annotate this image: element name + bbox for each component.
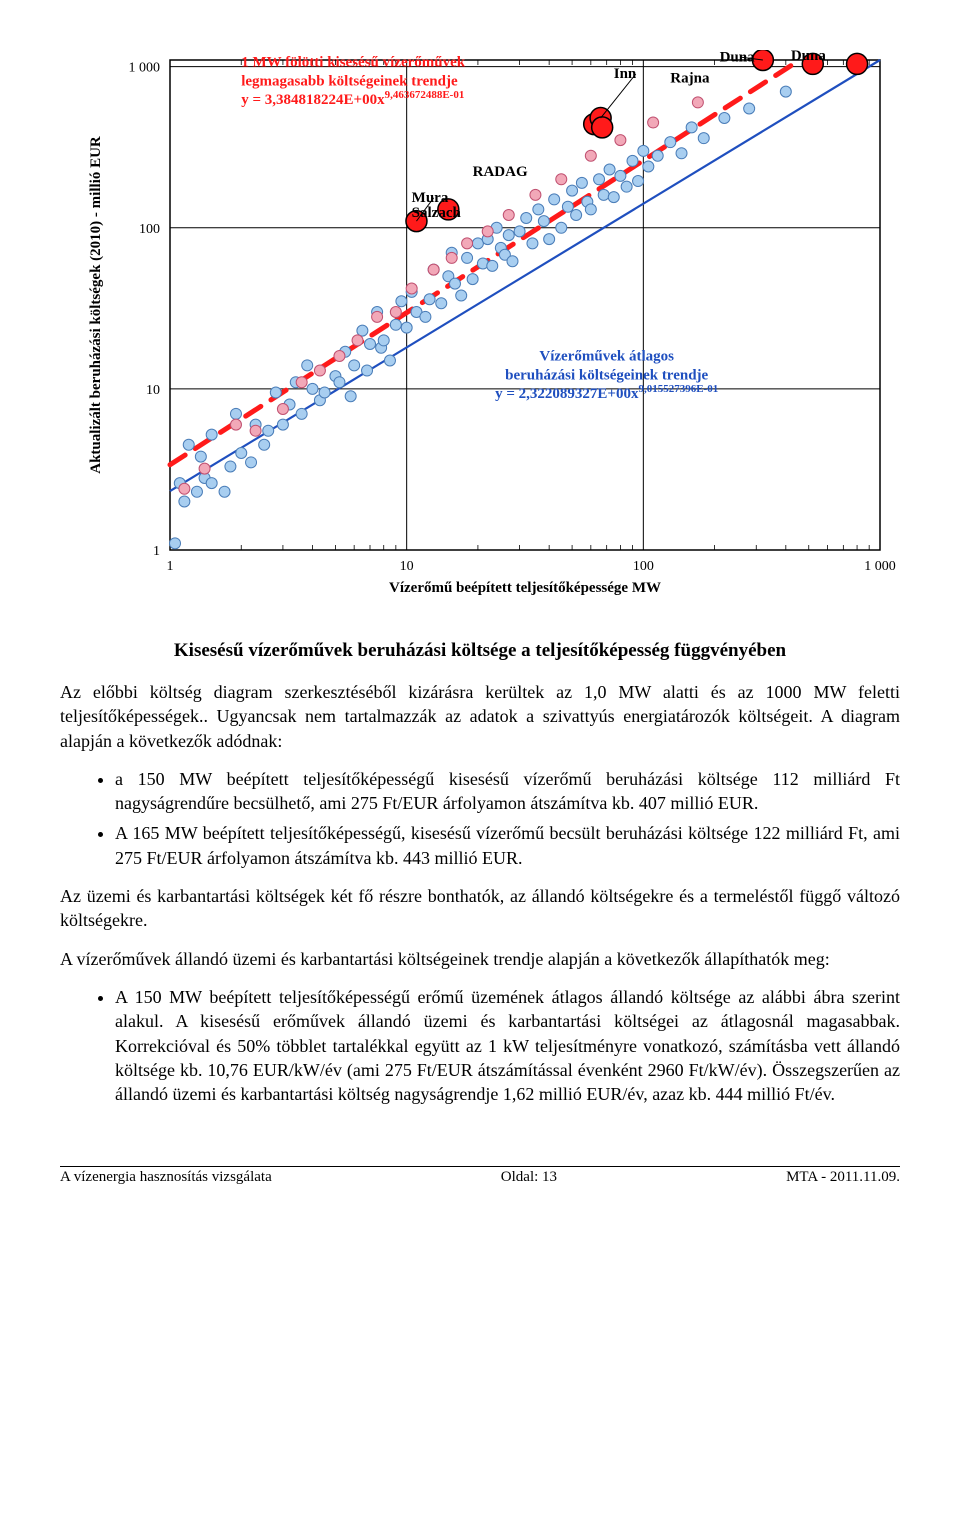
svg-text:1: 1	[167, 559, 174, 574]
svg-text:legmagasabb költségeinek trend: legmagasabb költségeinek trendje	[241, 73, 458, 89]
svg-text:10: 10	[146, 383, 160, 398]
svg-text:Rajna: Rajna	[670, 70, 710, 86]
cost-vs-capacity-chart: 1 10 100 1 000 1 10 100 1 000 Vízerőmű beépített…	[60, 50, 900, 630]
svg-text:y = 3,384818224E+00x9,46367248: y = 3,384818224E+00x9,463672488E-01	[241, 89, 464, 108]
footer-left: A vízenergia hasznosítás vizsgálata	[60, 1169, 272, 1186]
page-footer: A vízenergia hasznosítás vizsgálata Olda…	[60, 1166, 900, 1186]
svg-text:Aktualizált beruházási költség: Aktualizált beruházási költségek (2010) …	[88, 136, 104, 474]
svg-text:y = 2,322089327E+00x9,01552739: y = 2,322089327E+00x9,015527396E-01	[495, 383, 718, 402]
svg-text:1 000: 1 000	[864, 559, 896, 574]
svg-text:1 MW fölötti kisesésű vízerőmű: 1 MW fölötti kisesésű vízerőművek	[241, 55, 466, 71]
svg-text:Duna: Duna	[791, 50, 827, 64]
svg-text:RADAG: RADAG	[473, 164, 528, 180]
svg-text:1: 1	[153, 544, 160, 559]
list-item: A 150 MW beépített teljesítőképességű er…	[115, 985, 900, 1106]
svg-text:Inn: Inn	[614, 66, 637, 82]
svg-text:Vízerőművek átlagos: Vízerőművek átlagos	[539, 349, 674, 365]
footer-center: Oldal: 13	[501, 1169, 557, 1186]
svg-text:Duna: Duna	[720, 50, 756, 65]
svg-text:Mura: Mura	[412, 190, 449, 206]
paragraph-3: A vízerőművek állandó üzemi és karbantar…	[60, 947, 900, 971]
bullet-list-1: a 150 MW beépített teljesítőképességű ki…	[60, 767, 900, 870]
svg-text:Salzach: Salzach	[412, 205, 462, 221]
list-item: A 165 MW beépített teljesítőképességű, k…	[115, 821, 900, 870]
paragraph-intro: Az előbbi költség diagram szerkesztésébő…	[60, 680, 900, 753]
svg-text:1 000: 1 000	[129, 61, 161, 76]
svg-text:beruházási költségeinek trendj: beruházási költségeinek trendje	[505, 367, 708, 383]
svg-text:Vízerőmű beépített teljesítőké: Vízerőmű beépített teljesítőképessége MW	[389, 580, 661, 596]
chart-caption: Kisesésű vízerőművek beruházási költsége…	[60, 640, 900, 662]
bullet-list-2: A 150 MW beépített teljesítőképességű er…	[60, 985, 900, 1106]
svg-text:100: 100	[139, 222, 160, 237]
paragraph-2: Az üzemi és karbantartási költségek két …	[60, 884, 900, 933]
svg-text:10: 10	[400, 559, 414, 574]
footer-right: MTA - 2011.11.09.	[786, 1169, 900, 1186]
svg-text:100: 100	[633, 559, 654, 574]
list-item: a 150 MW beépített teljesítőképességű ki…	[115, 767, 900, 816]
